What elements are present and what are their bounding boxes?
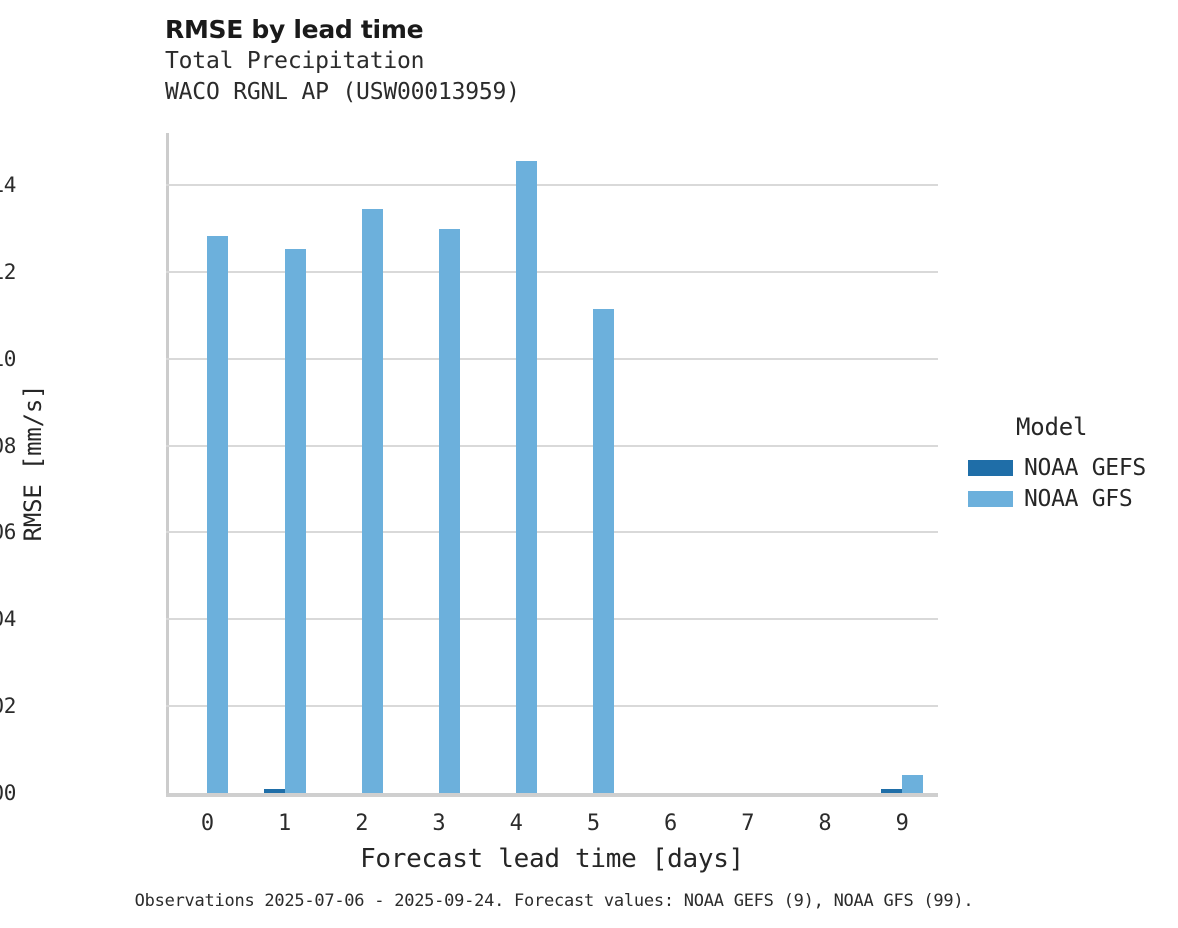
gridline — [166, 444, 938, 447]
x-axis-tick-label: 0 — [200, 811, 214, 836]
legend-item[interactable]: NOAA GEFS — [968, 452, 1146, 483]
title-block: RMSE by lead time Total Precipitation WA… — [165, 14, 965, 108]
gridline — [166, 705, 938, 708]
y-axis-tick-label: 0.0004 — [0, 607, 16, 632]
bar — [593, 309, 615, 793]
legend-item-label: NOAA GEFS — [1024, 454, 1146, 481]
x-axis-line — [166, 793, 938, 797]
x-axis-tick-label: 1 — [278, 811, 291, 836]
gridline — [166, 531, 938, 534]
bar — [902, 774, 924, 793]
x-axis-tick-label: 2 — [355, 811, 369, 836]
chart-subtitle-station: WACO RGNL AP (USW00013959) — [165, 79, 520, 105]
x-axis-tick-label: 4 — [509, 811, 523, 836]
legend-item-label: NOAA GFS — [1024, 485, 1133, 512]
plot-area — [166, 133, 938, 793]
x-axis-tick-label: 6 — [664, 811, 677, 836]
x-axis-title: Forecast lead time [days] — [360, 844, 744, 874]
y-axis-title: RMSE [mm/s] — [19, 384, 47, 542]
legend-items: NOAA GEFS NOAA GFS — [968, 452, 1146, 514]
gridline — [166, 618, 938, 621]
chart-subtitle-variable: Total Precipitation — [165, 48, 425, 74]
legend-title: Model — [1016, 413, 1088, 441]
bar — [284, 248, 306, 793]
legend-swatch-icon — [968, 459, 1013, 476]
bar — [516, 161, 538, 793]
gridline — [166, 184, 938, 187]
x-axis-tick-label: 9 — [895, 811, 909, 836]
y-axis-tick-label: 0.0008 — [0, 433, 16, 458]
x-axis-tick-label: 3 — [432, 811, 446, 836]
page-title: RMSE by lead time — [165, 15, 424, 44]
y-axis-tick-label: 0.0010 — [0, 346, 16, 371]
legend-item[interactable]: NOAA GFS — [968, 483, 1146, 514]
y-axis-tick-label: 0.0002 — [0, 694, 16, 719]
x-axis-tick-label: 8 — [818, 811, 832, 836]
y-axis-tick-label: 0.0000 — [0, 781, 16, 805]
bar — [263, 789, 285, 793]
figure-caption: Observations 2025-07-06 - 2025-09-24. Fo… — [134, 891, 974, 911]
x-axis-tick-label: 5 — [586, 811, 600, 836]
y-axis-tick-label: 0.0012 — [0, 259, 16, 284]
gridline — [166, 357, 938, 360]
y-axis-tick-label: 0.0006 — [0, 520, 16, 545]
legend-swatch-icon — [968, 490, 1013, 507]
y-axis-tick-label: 0.0014 — [0, 173, 16, 198]
bar — [207, 235, 229, 793]
bar — [361, 209, 383, 793]
bar — [881, 789, 903, 793]
legend: Model NOAA GEFS NOAA GFS — [968, 412, 1146, 514]
gridline — [166, 270, 938, 273]
bar — [438, 229, 460, 793]
y-axis-line — [166, 133, 169, 796]
x-axis-tick-label: 7 — [741, 811, 755, 836]
